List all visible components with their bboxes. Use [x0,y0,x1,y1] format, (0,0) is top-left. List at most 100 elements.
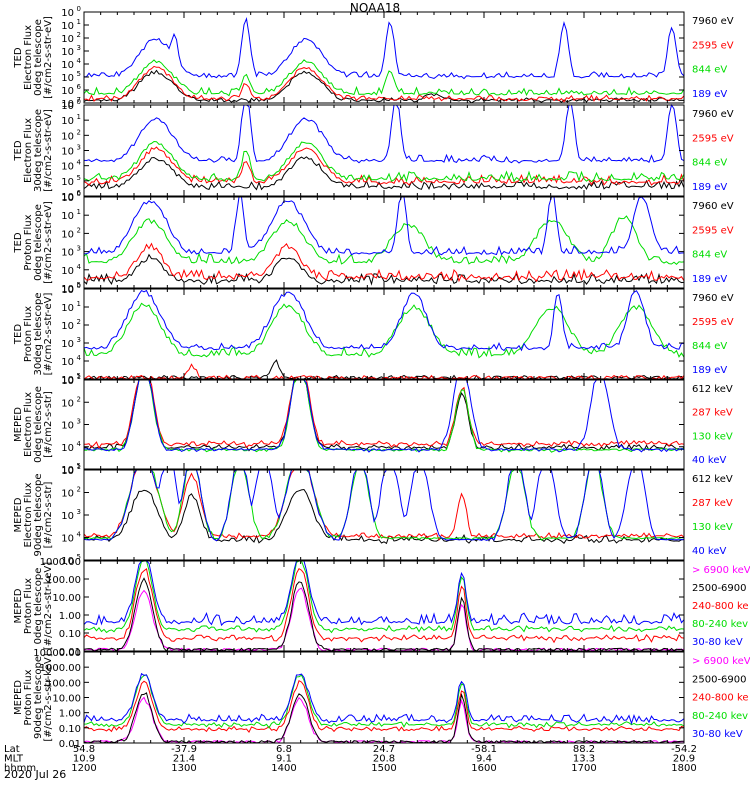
legend-entry--6900-kev: > 6900 keV [692,565,750,576]
series-line-80-240-kev [83,560,685,634]
y-axis-label-line: 90deg telescope [33,473,44,556]
y-tick-label: 10 [61,511,74,522]
time-axis-hhmm-label: 1700 [571,763,596,774]
y-tick-label: 100.00 [46,575,81,586]
series-line-189-ev [83,289,685,352]
series-line-240-800-ke [83,679,685,734]
y-axis-label-line: [#/cm2-s-str-eV] [43,109,54,192]
legend-entry-2500-6900: 2500-6900 [692,583,747,594]
y-tick-label: 10 [61,211,74,222]
legend-entry-30-80-kev: 30-80 keV [692,637,743,648]
y-tick-exponent: 4 [77,440,82,448]
y-tick-exponent: 3 [77,245,81,253]
y-tick-exponent: 2 [77,128,81,136]
legend-entry-844-ev: 844 eV [692,65,727,76]
legend-entry-7960-ev: 7960 eV [692,201,734,212]
y-axis-label-line: [#/cm2-s-str-keV] [43,653,54,741]
y-axis-label: MEPEDProton Flux90deg telescope[#/cm2-s-… [13,653,54,741]
series-line-30-80-kev [83,672,685,726]
y-tick-label: 1000.00 [40,557,81,568]
legend-entry-7960-ev: 7960 eV [692,16,734,27]
y-axis-label-line: 0deg telescope [33,204,44,281]
series-line-7960-ev [83,253,685,286]
y-tick-exponent: 5 [77,174,81,182]
series-line-287-kev [83,469,685,541]
y-tick-label: 10 [61,229,74,240]
y-tick-label: 10 [61,465,74,476]
y-tick-label: 1.00 [59,709,81,720]
time-axis-lat-label: 54.8 [73,744,95,755]
y-tick-label: 10 [61,60,74,71]
y-tick-label: 0.01 [59,739,81,750]
y-tick-label: 10.00 [52,694,81,705]
time-axis-hhmm-label: 1400 [271,763,296,774]
legend-entry-80-240-kev: 80-240 kev [692,619,748,630]
y-axis-label: TEDElectron Flux30deg telescope[#/cm2-s-… [13,109,54,192]
y-axis-label-line: TED [13,140,24,161]
y-tick-label: 10 [61,193,74,204]
y-axis-label: MEPEDElectron Flux90deg telescope[#/cm2-… [13,473,54,556]
panel-7: 1000.00 100.00 10.00 1.00 0.10 0.01 MEPEDProto… [13,557,750,658]
y-tick-exponent: 2 [77,318,81,326]
y-axis-label-line: Electron Flux [23,25,34,90]
time-axis-hhmm-label: 1200 [71,763,96,774]
y-tick-label: 1000.00 [40,663,81,674]
y-tick-label: 0.10 [59,629,81,640]
y-tick-exponent: 3 [77,418,81,426]
y-axis-label-line: Proton Flux [23,306,34,362]
y-tick-exponent: 2 [77,226,81,234]
y-tick-label: 10 [61,357,74,368]
y-tick-label: 10 [61,556,74,567]
y-axis-label-line: MEPED [13,680,24,715]
y-tick-label: 10 [61,47,74,58]
legend-entry-30-80-kev: 30-80 keV [692,729,743,740]
y-axis-label-line: 0deg telescope [33,568,44,645]
y-axis-label-line: Proton Flux [23,214,34,270]
legend-entry-287-kev: 287 keV [692,498,733,509]
y-tick-exponent: 1 [77,373,81,381]
series-line-7960-ev [83,156,685,191]
series-line-2500-6900 [83,577,685,652]
series-line-844-ev [83,140,685,183]
y-tick-exponent: 6 [77,189,82,197]
time-axis-mlt-label: 9.1 [276,754,292,765]
legend-entry-40-kev: 40 keV [692,546,726,557]
y-tick-exponent: 4 [77,57,82,65]
time-axis-lat-label: -58.1 [471,744,497,755]
series-line-189-ev [83,103,685,164]
y-axis-label-line: 30deg telescope [33,292,44,375]
time-axis-row-label: Lat [4,744,20,755]
y-tick-exponent: 1 [77,300,81,308]
legend-entry-130-kev: 130 keV [692,522,733,533]
y-tick-label: 10 [61,99,74,110]
series-line-844-ev [83,215,685,265]
time-axis-row-label: hhmm [4,763,36,774]
y-tick-exponent: 0 [77,190,81,198]
time-axis-mlt-label: 21.4 [173,754,195,765]
legend-entry-189-ev: 189 eV [692,274,727,285]
y-tick-exponent: 0 [77,5,81,13]
legend-entry-287-kev: 287 keV [692,408,733,419]
series-line-240-800-ke [83,568,685,644]
time-axis-hhmm-label: 1800 [671,763,696,774]
y-tick-label: 10 [61,284,74,295]
y-tick-exponent: 3 [77,44,81,52]
legend-entry-2595-ev: 2595 eV [692,133,734,144]
series-line-189-ev [83,196,685,256]
y-tick-label: 10 [61,116,74,127]
y-tick-label: 0.10 [59,724,81,735]
y-tick-exponent: 3 [77,144,81,152]
y-tick-label: 10 [61,73,74,84]
series-line-80-240-kev [83,674,685,729]
y-axis-label-line: 90deg telescope [33,656,44,739]
y-axis-label-line: 0deg telescope [33,386,44,463]
series-line-130-kev [83,379,685,453]
series-line-2500-6900 [83,692,685,744]
y-axis-label: MEPEDElectron Flux0deg telescope[#/cm2-s… [13,386,54,463]
legend-entry-240-800-ke: 240-800 ke [692,601,749,612]
y-axis-label: TEDElectron Flux0deg telescope[#/cm2-s-s… [13,16,54,99]
y-tick-exponent: 3 [77,336,81,344]
time-axis-mlt-label: 9.4 [476,754,492,765]
